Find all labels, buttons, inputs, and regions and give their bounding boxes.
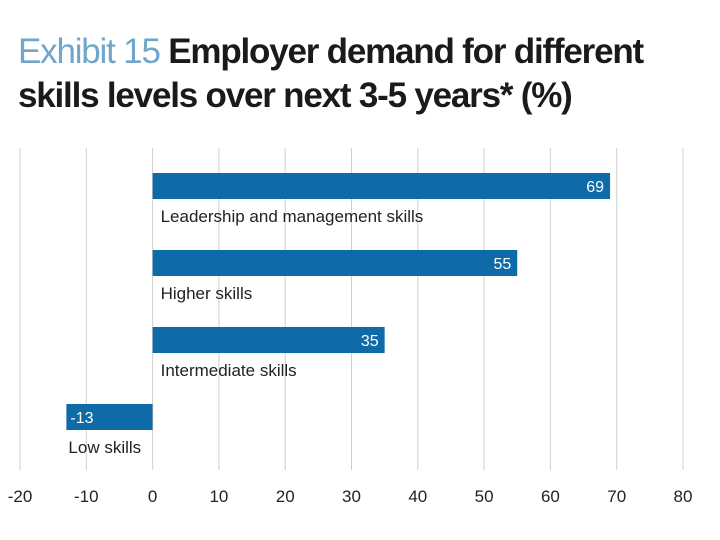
bar xyxy=(152,327,385,353)
category-label: Leadership and management skills xyxy=(161,207,424,226)
x-tick-label: 10 xyxy=(209,487,228,506)
bar xyxy=(152,250,518,276)
bar-value-label: 35 xyxy=(361,333,379,350)
x-tick-label: 0 xyxy=(148,487,157,506)
bar-value-label: 55 xyxy=(493,256,511,273)
x-tick-label: 70 xyxy=(607,487,626,506)
chart-title: Exhibit 15 Employer demand for different… xyxy=(18,30,708,118)
exhibit-label: Exhibit 15 xyxy=(18,32,161,71)
x-tick-label: 30 xyxy=(342,487,361,506)
category-label: Intermediate skills xyxy=(161,361,297,380)
x-tick-label: 80 xyxy=(674,487,693,506)
x-tick-label: 20 xyxy=(276,487,295,506)
category-label: Higher skills xyxy=(161,284,253,303)
bar-value-label: 69 xyxy=(586,179,604,196)
x-tick-label: -20 xyxy=(8,487,33,506)
bar xyxy=(66,404,153,430)
x-tick-label: -10 xyxy=(74,487,99,506)
bar xyxy=(152,173,611,199)
category-label: Low skills xyxy=(68,438,141,457)
x-tick-label: 40 xyxy=(408,487,427,506)
bar-value-label: -13 xyxy=(70,410,93,427)
x-tick-label: 60 xyxy=(541,487,560,506)
x-tick-label: 50 xyxy=(475,487,494,506)
chart-title-text: Employer demand for different skills lev… xyxy=(18,32,644,115)
